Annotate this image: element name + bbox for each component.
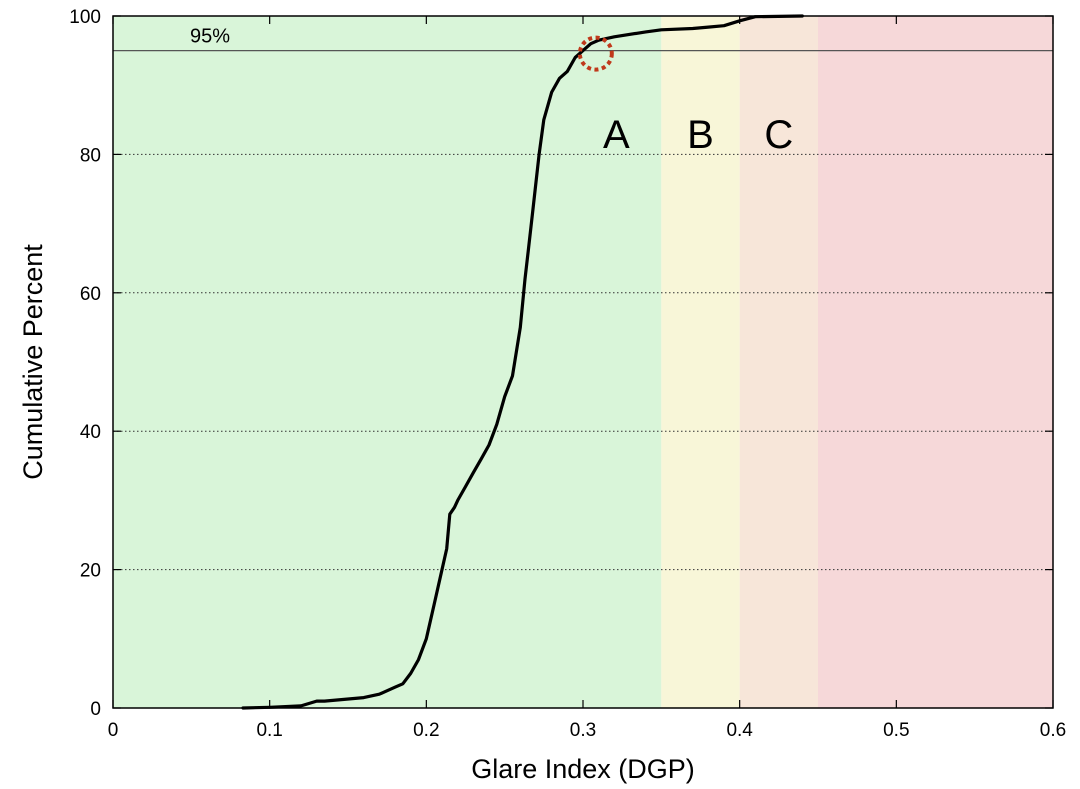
- y-tick-label: 80: [80, 145, 101, 166]
- zone-label-a: A: [603, 113, 630, 157]
- x-tick-label: 0.1: [256, 720, 282, 741]
- y-tick-label: 40: [80, 422, 101, 443]
- highlight-circle: [577, 35, 614, 72]
- grid-layer: [113, 153, 1053, 571]
- reference-line-label: 95%: [190, 26, 230, 48]
- y-axis-label: Cumulative Percent: [18, 244, 48, 480]
- y-tick-label: 0: [90, 699, 101, 720]
- zone-label-b: B: [687, 113, 714, 157]
- x-axis-label: Glare Index (DGP): [471, 754, 695, 784]
- series-layer: [241, 14, 804, 710]
- zone-b: [661, 16, 740, 708]
- zones-layer: [113, 16, 1053, 708]
- zone-high: [818, 16, 1053, 708]
- highlight-layer: [577, 35, 614, 72]
- x-axis-ticks: 0 0.1 0.2 0.3 0.4 0.5 0.6: [108, 16, 1066, 741]
- x-tick-label: 0.4: [726, 720, 753, 741]
- x-tick-label: 0.5: [883, 720, 909, 741]
- x-tick-label: 0.6: [1040, 720, 1066, 741]
- x-tick-label: 0.2: [413, 720, 439, 741]
- series-line: [241, 14, 804, 710]
- zone-c: [739, 16, 818, 708]
- zone-labels: A B C: [603, 113, 793, 157]
- zone-label-c: C: [764, 113, 793, 157]
- y-tick-label: 20: [80, 561, 101, 582]
- zone-a: [113, 16, 662, 708]
- x-tick-label: 0: [108, 720, 119, 741]
- y-tick-label: 100: [69, 7, 101, 28]
- y-tick-label: 60: [80, 284, 101, 305]
- x-tick-label: 0.3: [570, 720, 596, 741]
- y-axis-ticks: 0 20 40 60 80 100: [69, 7, 1053, 720]
